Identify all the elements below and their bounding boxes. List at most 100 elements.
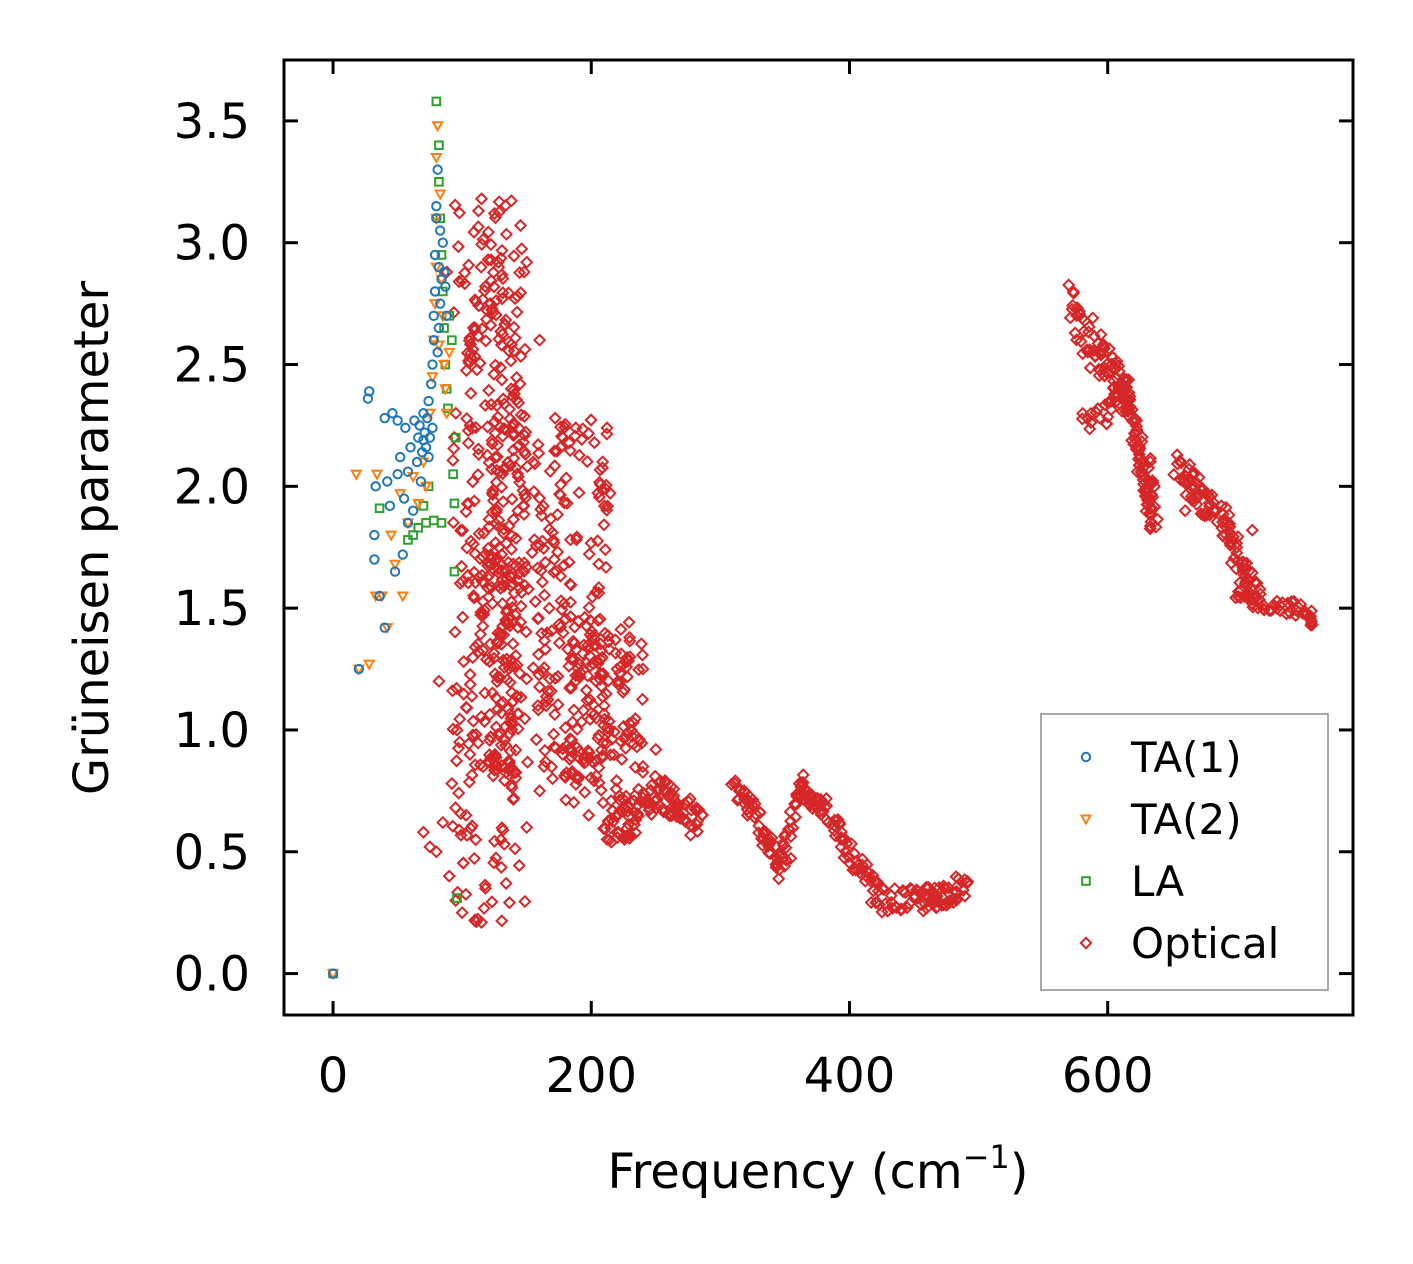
optical-point — [594, 783, 608, 797]
optical-point — [516, 499, 531, 513]
optical-point — [1139, 485, 1153, 499]
legend: TA(1) TA(2) LA Optical — [1040, 713, 1329, 991]
optical-point — [486, 265, 501, 280]
optical-point — [504, 595, 518, 609]
optical-point — [1084, 406, 1098, 421]
optical-point — [560, 496, 574, 510]
optical-point — [495, 373, 509, 387]
optical-point — [600, 736, 614, 750]
optical-point — [476, 232, 490, 247]
optical-point — [553, 420, 568, 434]
optical-point — [471, 329, 485, 343]
optical-point — [762, 846, 776, 860]
optical-point — [548, 459, 562, 473]
optical-point — [611, 674, 625, 688]
optical-point — [960, 876, 974, 890]
optical-point — [1279, 607, 1294, 621]
optical-point — [496, 286, 510, 300]
optical-point — [745, 798, 760, 812]
optical-point — [489, 720, 503, 734]
optical-point — [568, 770, 583, 784]
optical-point — [459, 808, 473, 822]
optical-point — [488, 450, 502, 464]
optical-point — [570, 530, 584, 544]
ta-1--point — [409, 415, 420, 426]
optical-point — [511, 470, 525, 484]
optical-point — [531, 611, 546, 625]
optical-point — [535, 626, 549, 640]
ta-2--point — [443, 347, 456, 359]
optical-point — [513, 615, 528, 629]
optical-point — [483, 755, 497, 770]
optical-point — [872, 898, 887, 912]
optical-point — [475, 237, 489, 251]
optical-point — [559, 793, 573, 807]
ta-2--point — [439, 384, 452, 396]
optical-point — [603, 748, 618, 762]
optical-point — [567, 795, 581, 810]
ta-1--point — [429, 286, 441, 297]
optical-point — [1143, 454, 1157, 469]
optical-point — [1112, 381, 1126, 395]
optical-point — [636, 662, 650, 676]
optical-point — [455, 906, 469, 920]
optical-point — [491, 702, 505, 716]
optical-point — [837, 831, 852, 846]
optical-point — [478, 878, 492, 892]
optical-point — [519, 625, 533, 639]
optical-point — [490, 398, 504, 413]
optical-point — [1146, 476, 1160, 490]
optical-point — [541, 693, 555, 707]
optical-point — [446, 515, 461, 530]
optical-point — [563, 680, 577, 694]
optical-point — [526, 661, 540, 675]
optical-point — [454, 559, 469, 574]
optical-point — [1121, 409, 1135, 423]
ta-1--point — [435, 225, 446, 236]
optical-point — [1178, 504, 1192, 518]
optical-point — [491, 255, 505, 269]
la-point — [413, 522, 424, 533]
optical-point — [582, 808, 596, 822]
optical-point — [510, 467, 525, 481]
ta-1--point — [394, 451, 406, 463]
optical-point — [546, 727, 561, 741]
optical-point — [489, 308, 503, 322]
optical-point — [461, 436, 476, 450]
optical-point — [581, 744, 595, 758]
la-point — [436, 250, 447, 260]
optical-point — [1239, 575, 1253, 589]
optical-point — [502, 896, 517, 910]
la-point — [449, 566, 460, 577]
ta-2--point — [384, 530, 398, 542]
optical-point — [584, 536, 598, 550]
optical-point — [484, 237, 498, 252]
optical-point — [583, 693, 597, 707]
optical-point — [466, 589, 481, 603]
optical-point — [517, 507, 531, 521]
optical-point — [478, 279, 493, 294]
x-tick-label: 0 — [318, 1048, 349, 1104]
ta-2--point — [363, 659, 376, 671]
optical-point — [481, 253, 495, 267]
ta-1--point — [440, 281, 451, 292]
optical-point — [1143, 502, 1158, 516]
optical-point — [827, 818, 841, 833]
optical-point — [1070, 301, 1084, 315]
y-tick-label: 0.5 — [174, 825, 250, 881]
optical-point — [432, 674, 446, 688]
ta-1--point — [379, 412, 390, 424]
optical-point — [804, 787, 818, 801]
optical-point — [457, 687, 471, 701]
optical-point — [468, 547, 482, 561]
optical-point — [561, 642, 575, 656]
optical-point — [494, 338, 509, 352]
optical-point — [532, 680, 547, 694]
optical-point — [1133, 451, 1147, 465]
optical-point — [1088, 349, 1102, 363]
optical-point — [504, 354, 518, 368]
optical-point — [545, 525, 559, 540]
optical-point — [505, 780, 519, 795]
ta-2--point — [369, 591, 382, 603]
optical-point — [503, 744, 518, 758]
